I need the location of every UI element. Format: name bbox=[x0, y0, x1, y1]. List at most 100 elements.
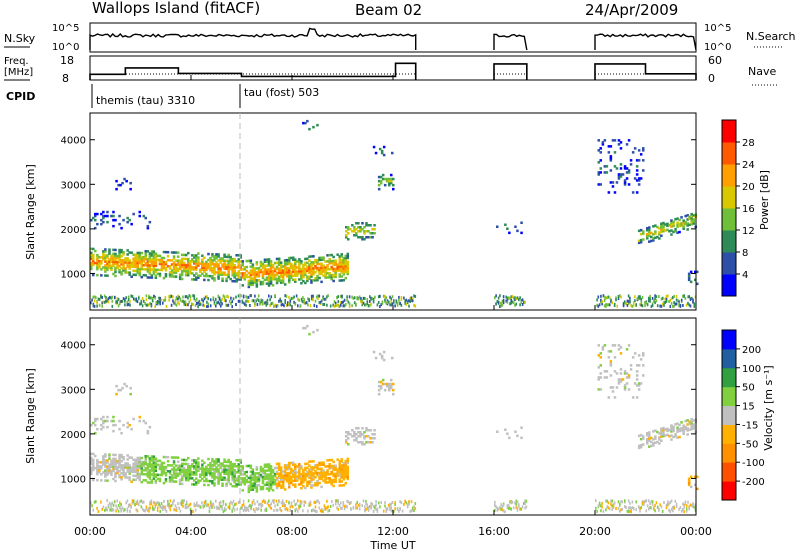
heatmap-cell bbox=[642, 354, 645, 357]
heatmap-cell bbox=[344, 258, 348, 262]
heatmap-cell bbox=[92, 421, 95, 425]
heatmap-cell bbox=[168, 505, 170, 509]
heatmap-cell bbox=[347, 433, 350, 436]
heatmap-cell bbox=[185, 295, 188, 299]
heatmap-cell bbox=[237, 471, 241, 474]
heatmap-cell bbox=[247, 281, 251, 285]
heatmap-cell bbox=[102, 216, 105, 220]
colorbar-tick-label: 4 bbox=[742, 270, 748, 281]
heatmap-cell bbox=[639, 228, 643, 232]
heatmap-cell bbox=[251, 468, 255, 471]
heatmap-cell bbox=[666, 224, 669, 228]
heatmap-cell bbox=[637, 354, 641, 357]
heatmap-cell bbox=[284, 294, 286, 298]
heatmap-cell bbox=[205, 479, 208, 483]
heatmap-cell bbox=[170, 478, 174, 481]
heatmap-cell bbox=[389, 505, 391, 508]
heatmap-cell bbox=[257, 480, 261, 483]
heatmap-cell bbox=[120, 476, 123, 479]
heatmap-cell bbox=[672, 505, 674, 509]
heatmap-cell bbox=[132, 257, 135, 261]
heatmap-cell bbox=[669, 298, 672, 302]
heatmap-cell bbox=[310, 476, 313, 479]
heatmap-cell bbox=[298, 467, 301, 470]
heatmap-cell bbox=[174, 263, 178, 266]
heatmap-cell bbox=[615, 296, 617, 300]
heatmap-cell bbox=[617, 382, 621, 385]
heatmap-cell bbox=[334, 472, 337, 476]
heatmap-cell bbox=[209, 469, 212, 473]
heatmap-cell bbox=[223, 470, 226, 474]
colorbar-segment bbox=[722, 386, 736, 407]
heatmap-cell bbox=[239, 260, 243, 263]
heatmap-cell bbox=[652, 444, 655, 447]
heatmap-cell bbox=[148, 258, 152, 261]
heatmap-cell bbox=[178, 295, 180, 299]
heatmap-cell bbox=[116, 459, 119, 463]
heatmap-cell bbox=[132, 468, 135, 472]
heatmap-cell bbox=[182, 257, 186, 261]
heatmap-cell bbox=[180, 476, 184, 480]
heatmap-cell bbox=[332, 468, 335, 472]
heatmap-cell bbox=[380, 149, 384, 153]
heatmap-cell bbox=[621, 378, 625, 381]
heatmap-cell bbox=[662, 434, 665, 438]
heatmap-cell bbox=[100, 212, 103, 216]
heatmap-cell bbox=[92, 255, 95, 259]
heatmap-cell bbox=[193, 465, 196, 468]
heatmap-cell bbox=[231, 478, 234, 482]
x-tick-label: 20:00 bbox=[579, 525, 611, 538]
heatmap-cell bbox=[370, 302, 372, 306]
heatmap-cell bbox=[336, 265, 339, 268]
heatmap-cell bbox=[121, 181, 124, 185]
heatmap-cell bbox=[103, 300, 106, 304]
heatmap-cell bbox=[672, 296, 674, 300]
heatmap-cell bbox=[649, 299, 651, 303]
heatmap-cell bbox=[244, 302, 246, 306]
heatmap-cell bbox=[111, 304, 114, 308]
heatmap-cell bbox=[230, 500, 232, 504]
heatmap-cell bbox=[251, 269, 255, 272]
heatmap-cell bbox=[152, 461, 156, 464]
heatmap-cell bbox=[263, 469, 267, 473]
heatmap-cell bbox=[229, 267, 232, 271]
heatmap-cell bbox=[304, 271, 307, 275]
heatmap-cell bbox=[205, 471, 208, 475]
heatmap-cell bbox=[233, 462, 236, 466]
heatmap-cell bbox=[285, 499, 288, 503]
heatmap-cell bbox=[225, 259, 228, 263]
colorbar-segment bbox=[722, 186, 736, 209]
heatmap-cell bbox=[351, 224, 354, 227]
heatmap-cell bbox=[320, 266, 323, 270]
heatmap-cell bbox=[231, 269, 234, 273]
heatmap-cell bbox=[227, 470, 230, 474]
heatmap-cell bbox=[293, 300, 295, 304]
heatmap-cell bbox=[292, 475, 295, 479]
heatmap-cell bbox=[217, 470, 220, 473]
heatmap-cell bbox=[322, 471, 325, 474]
heatmap-cell bbox=[275, 476, 279, 480]
heatmap-cell bbox=[601, 505, 603, 509]
heatmap-cell bbox=[365, 236, 368, 239]
heatmap-cell bbox=[357, 441, 360, 444]
heatmap-cell bbox=[119, 388, 122, 392]
heatmap-cell bbox=[281, 281, 285, 284]
heatmap-cell bbox=[264, 301, 266, 305]
heatmap-cell bbox=[338, 504, 341, 508]
heatmap-cell bbox=[357, 222, 360, 225]
heatmap-cell bbox=[251, 283, 255, 286]
heatmap-cell bbox=[689, 280, 693, 284]
heatmap-cell bbox=[639, 437, 643, 441]
heatmap-cell bbox=[328, 268, 331, 271]
heatmap-cell bbox=[241, 272, 245, 275]
heatmap-cell bbox=[184, 265, 188, 269]
heatmap-cell bbox=[102, 210, 105, 214]
heatmap-cell bbox=[120, 226, 123, 230]
heatmap-cell bbox=[375, 507, 377, 511]
heatmap-cell bbox=[195, 467, 198, 470]
heatmap-cell bbox=[195, 262, 198, 265]
heatmap-cell bbox=[122, 509, 125, 513]
heatmap-cell bbox=[134, 468, 137, 472]
heatmap-cell bbox=[506, 298, 509, 302]
heatmap-cell bbox=[104, 479, 107, 482]
